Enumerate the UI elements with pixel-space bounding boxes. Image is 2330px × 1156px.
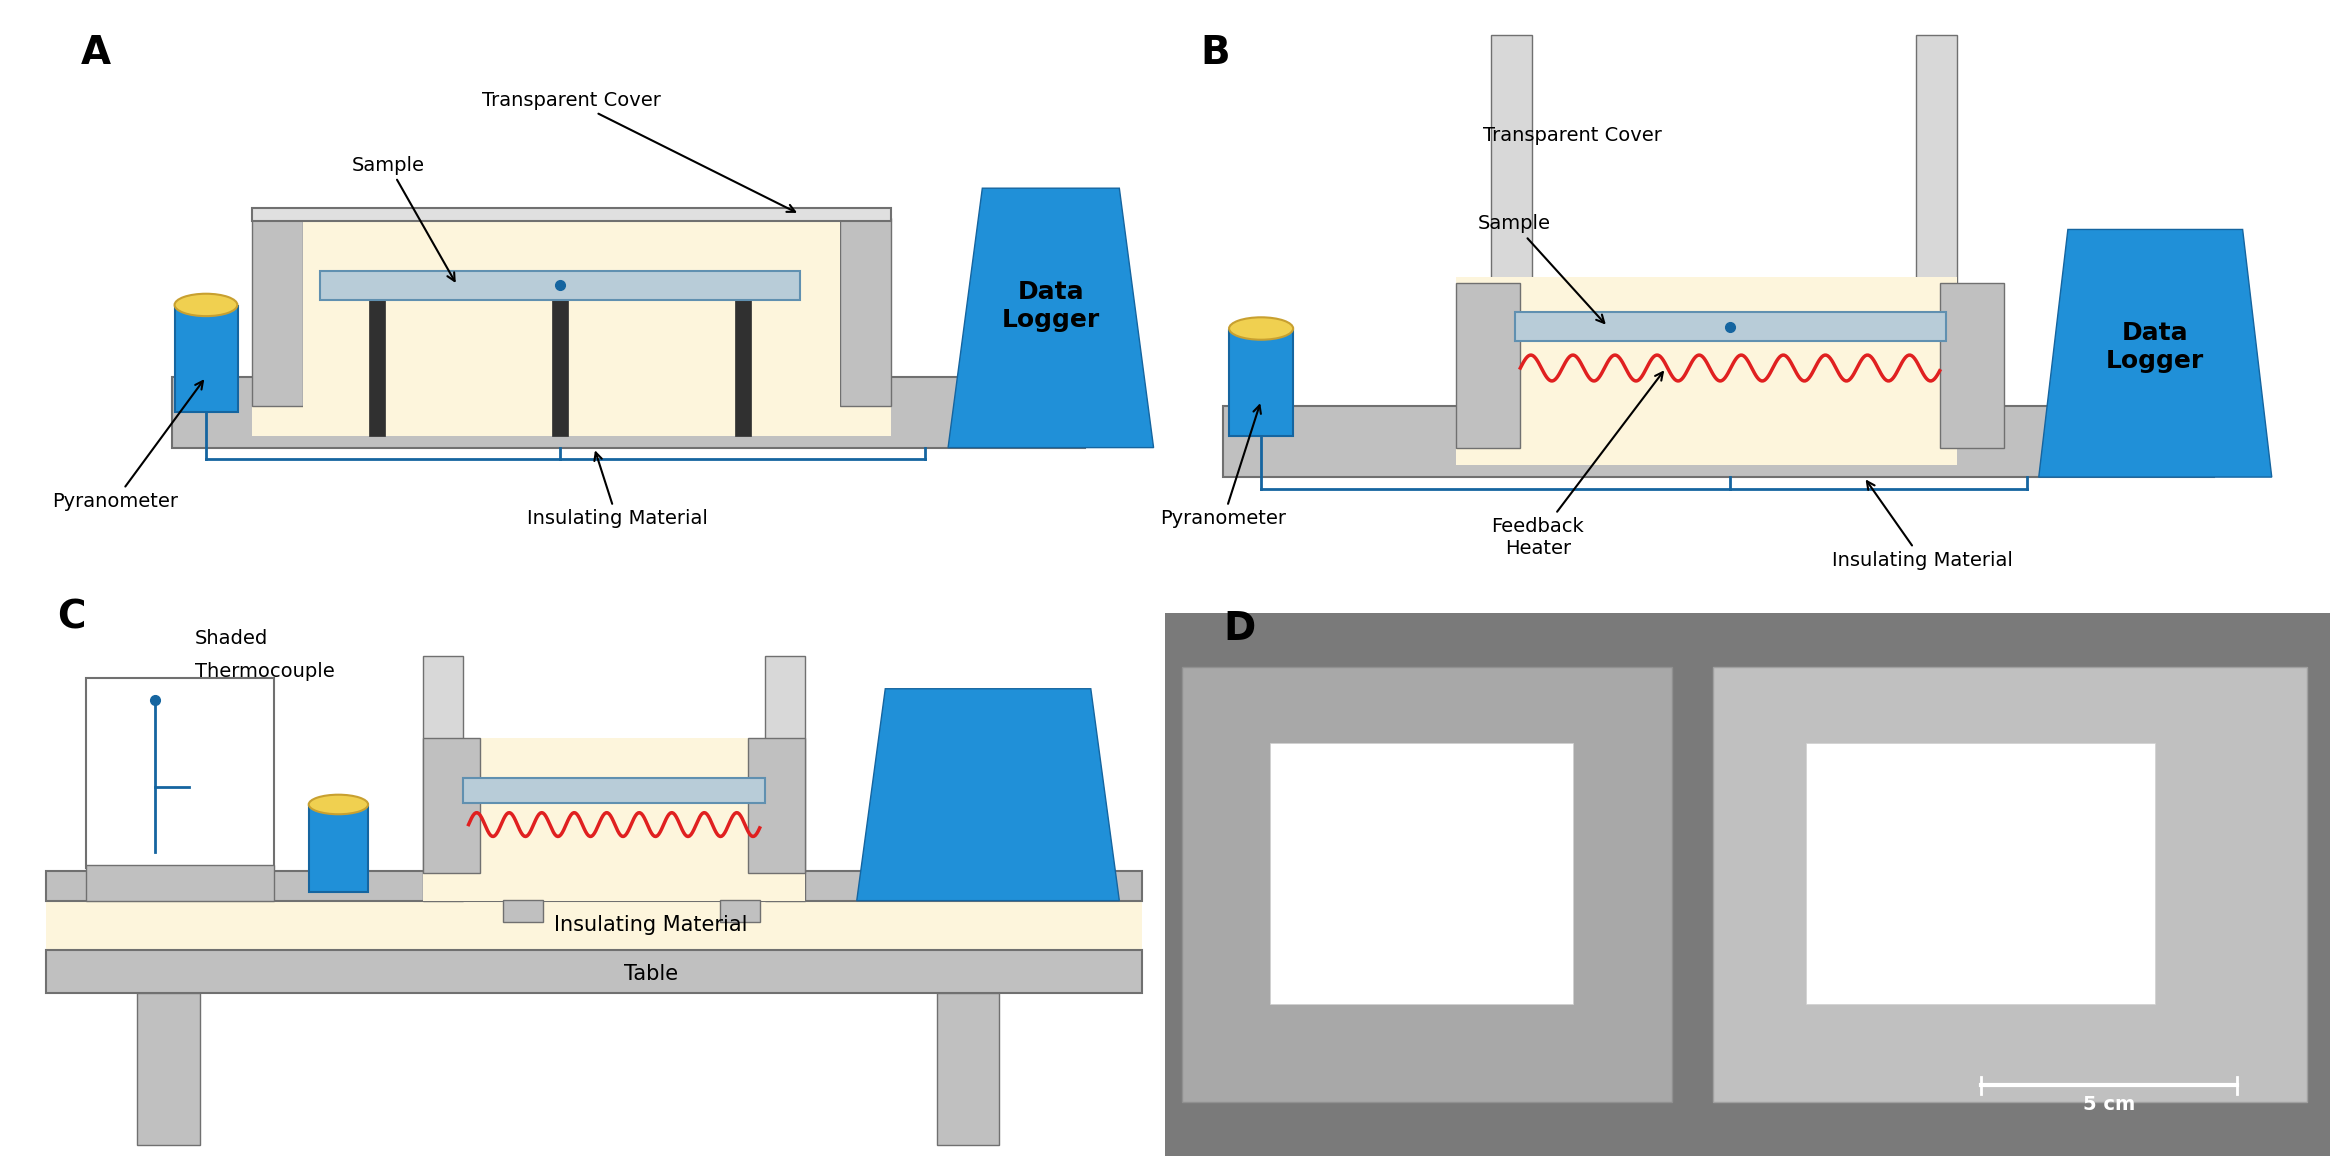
FancyBboxPatch shape bbox=[424, 738, 806, 901]
FancyBboxPatch shape bbox=[1165, 613, 2330, 1156]
FancyBboxPatch shape bbox=[1456, 276, 1957, 466]
Text: Feedback
Heater: Feedback Heater bbox=[1491, 372, 1664, 557]
FancyBboxPatch shape bbox=[1514, 312, 1946, 341]
Polygon shape bbox=[857, 689, 1118, 901]
FancyBboxPatch shape bbox=[424, 738, 480, 874]
FancyBboxPatch shape bbox=[252, 212, 890, 436]
Text: Sample: Sample bbox=[1477, 215, 1605, 323]
Text: Pyranometer: Pyranometer bbox=[1160, 406, 1286, 528]
Text: Insulating Material: Insulating Material bbox=[555, 916, 748, 935]
FancyBboxPatch shape bbox=[1223, 407, 2214, 477]
FancyBboxPatch shape bbox=[552, 297, 569, 436]
FancyBboxPatch shape bbox=[47, 901, 1142, 949]
FancyBboxPatch shape bbox=[1939, 282, 2004, 447]
Text: Shaded: Shaded bbox=[196, 629, 268, 649]
Text: Table: Table bbox=[624, 964, 678, 984]
FancyBboxPatch shape bbox=[1713, 667, 2307, 1102]
FancyBboxPatch shape bbox=[1491, 35, 1533, 447]
Ellipse shape bbox=[175, 294, 238, 316]
FancyBboxPatch shape bbox=[86, 677, 275, 868]
Text: Pyranometer: Pyranometer bbox=[51, 381, 203, 511]
FancyBboxPatch shape bbox=[1456, 282, 1519, 447]
Text: Transparent Cover: Transparent Cover bbox=[482, 90, 795, 212]
Ellipse shape bbox=[1230, 317, 1293, 340]
FancyBboxPatch shape bbox=[734, 297, 750, 436]
Text: A: A bbox=[79, 35, 110, 73]
FancyBboxPatch shape bbox=[720, 899, 760, 922]
Text: Thermocouple: Thermocouple bbox=[196, 661, 333, 681]
FancyBboxPatch shape bbox=[172, 377, 1086, 447]
Text: Data
Logger: Data Logger bbox=[1002, 280, 1100, 332]
FancyBboxPatch shape bbox=[47, 949, 1142, 993]
Polygon shape bbox=[948, 188, 1153, 447]
Text: Insulating Material: Insulating Material bbox=[1831, 481, 2013, 570]
FancyBboxPatch shape bbox=[748, 738, 806, 874]
FancyBboxPatch shape bbox=[252, 217, 303, 407]
Polygon shape bbox=[2039, 230, 2272, 477]
Text: B: B bbox=[1200, 35, 1230, 73]
FancyBboxPatch shape bbox=[464, 778, 764, 802]
FancyBboxPatch shape bbox=[764, 657, 806, 901]
FancyBboxPatch shape bbox=[937, 993, 1000, 1146]
FancyBboxPatch shape bbox=[319, 271, 799, 301]
FancyBboxPatch shape bbox=[1806, 743, 2155, 1003]
FancyBboxPatch shape bbox=[503, 899, 543, 922]
FancyBboxPatch shape bbox=[368, 297, 384, 436]
FancyBboxPatch shape bbox=[1181, 667, 1673, 1102]
Text: Insulating Material: Insulating Material bbox=[527, 452, 708, 528]
Text: Data
Logger: Data Logger bbox=[2106, 321, 2204, 373]
Ellipse shape bbox=[308, 794, 368, 814]
Text: D: D bbox=[1223, 610, 1256, 647]
FancyBboxPatch shape bbox=[310, 806, 368, 892]
FancyBboxPatch shape bbox=[86, 866, 275, 901]
FancyBboxPatch shape bbox=[1230, 329, 1293, 436]
FancyBboxPatch shape bbox=[839, 217, 890, 407]
Text: Sample: Sample bbox=[352, 156, 454, 281]
FancyBboxPatch shape bbox=[1270, 743, 1573, 1003]
FancyBboxPatch shape bbox=[137, 993, 200, 1146]
FancyBboxPatch shape bbox=[424, 657, 464, 901]
FancyBboxPatch shape bbox=[252, 208, 890, 221]
FancyBboxPatch shape bbox=[47, 870, 1142, 901]
Text: Transparent Cover: Transparent Cover bbox=[1484, 126, 1661, 144]
FancyBboxPatch shape bbox=[303, 217, 839, 436]
FancyBboxPatch shape bbox=[1915, 35, 1957, 447]
Text: C: C bbox=[58, 599, 86, 637]
Text: 5 cm: 5 cm bbox=[2083, 1095, 2134, 1114]
FancyBboxPatch shape bbox=[175, 306, 238, 413]
